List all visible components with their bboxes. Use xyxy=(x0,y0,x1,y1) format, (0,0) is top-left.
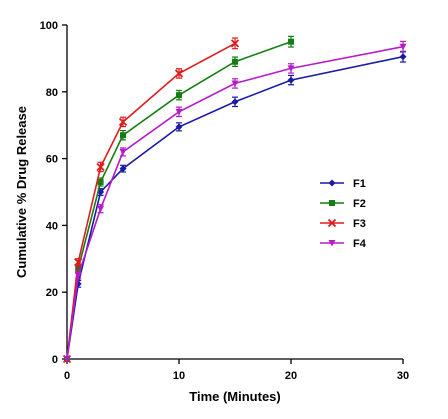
series-line-f4 xyxy=(66,45,404,360)
data-point-f2 xyxy=(120,132,126,139)
data-point-f1 xyxy=(175,123,183,131)
data-point-f3-stroke xyxy=(96,162,105,172)
data-point-f2 xyxy=(176,92,182,99)
x-tick-label: 20 xyxy=(285,370,297,382)
legend-item-f3: F3 xyxy=(320,218,366,230)
y-tick-label: 20 xyxy=(46,287,58,299)
legend-marker-f2 xyxy=(329,200,335,206)
data-point-f3-stroke xyxy=(74,258,83,267)
data-point-f4 xyxy=(287,65,295,72)
legend-label-f2: F2 xyxy=(353,198,366,210)
data-point-f3 xyxy=(118,117,128,126)
data-point-f3 xyxy=(230,39,240,48)
data-point-f1 xyxy=(231,98,239,106)
legend-marker-f3 xyxy=(327,218,337,228)
data-point-f4 xyxy=(231,80,239,87)
legend-item-f2: F2 xyxy=(320,198,366,210)
data-point-f3 xyxy=(96,162,105,172)
x-axis-label: Time (Minutes) xyxy=(189,389,281,404)
legend-marker-f3-stroke xyxy=(327,218,337,228)
data-point-f2 xyxy=(97,178,104,185)
data-point-f3 xyxy=(74,258,83,267)
legend-label-f4: F4 xyxy=(353,238,367,250)
y-axis-label: Cumulative % Drug Release xyxy=(14,106,29,278)
data-point-f3-stroke xyxy=(118,117,128,126)
data-point-f1 xyxy=(399,53,407,61)
series-f3 xyxy=(62,37,240,364)
legend-marker-f1 xyxy=(328,179,336,187)
y-tick-label: 80 xyxy=(46,87,58,99)
data-point-f1 xyxy=(119,165,127,173)
y-tick-label: 100 xyxy=(40,20,58,32)
x-axis: 0 10 20 30 xyxy=(64,358,409,382)
data-point-f4 xyxy=(119,148,127,156)
data-point-f4 xyxy=(399,43,407,51)
legend-item-f4: F4 xyxy=(320,238,367,250)
y-tick-label: 60 xyxy=(46,154,58,166)
data-point-f4 xyxy=(97,205,105,213)
data-point-f3-stroke xyxy=(230,39,240,48)
series-f4 xyxy=(63,40,407,363)
legend-item-f1: F1 xyxy=(320,178,366,190)
legend: F1 F2 F3 F4 xyxy=(320,178,367,250)
data-point-f4 xyxy=(175,108,183,116)
data-point-f3-stroke xyxy=(174,69,184,78)
legend-label-f1: F1 xyxy=(353,178,366,190)
series-line-f3 xyxy=(66,42,236,360)
y-tick-label: 40 xyxy=(46,220,58,232)
data-point-f1 xyxy=(287,76,295,84)
series-line-f1 xyxy=(66,55,404,360)
x-tick-label: 0 xyxy=(64,370,70,382)
y-tick-label: 0 xyxy=(52,354,58,366)
legend-label-f3: F3 xyxy=(353,218,366,230)
data-point-f3 xyxy=(174,69,184,78)
series-layer xyxy=(62,35,407,364)
data-point-f4 xyxy=(74,272,82,279)
data-point-f2 xyxy=(232,58,238,65)
legend-marker-f4 xyxy=(328,240,336,247)
x-tick-label: 30 xyxy=(397,370,409,382)
x-tick-label: 10 xyxy=(173,370,185,382)
data-point-f2 xyxy=(288,38,294,45)
data-point-f4 xyxy=(63,356,71,363)
series-line-f2 xyxy=(66,40,292,360)
y-axis: 0 20 40 60 80 100 xyxy=(40,20,68,366)
